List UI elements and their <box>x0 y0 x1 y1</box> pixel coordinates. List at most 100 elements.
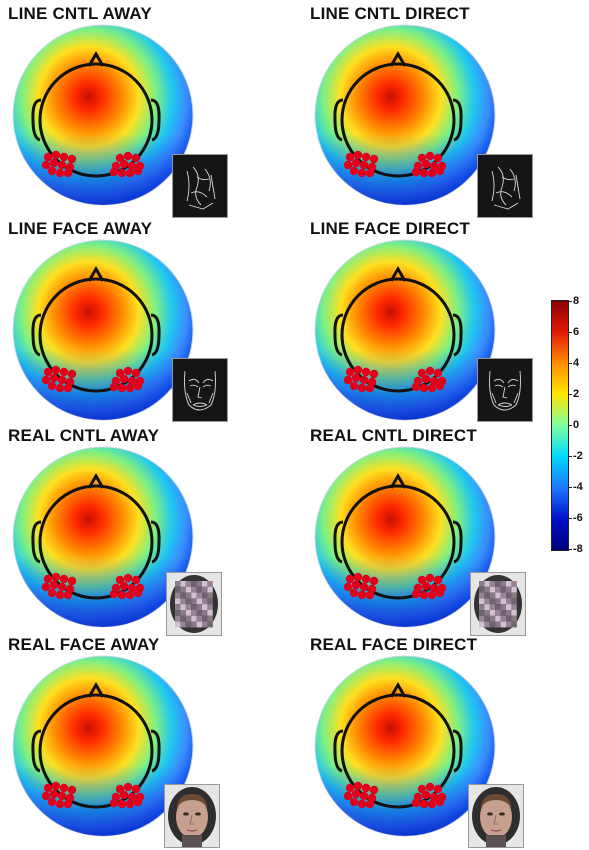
electrode-dot <box>435 381 445 391</box>
electrode-dot <box>133 166 143 176</box>
electrode-dot <box>63 383 73 393</box>
electrode-dot <box>63 590 73 600</box>
electrode-dot <box>345 367 355 377</box>
colorbar-tick-label: -6 <box>573 512 583 524</box>
electrode-dot <box>47 588 57 598</box>
electrode-dot <box>119 159 129 169</box>
electrode-dot <box>115 368 125 378</box>
electrode-dot <box>109 382 119 392</box>
electrode-dot <box>67 154 77 164</box>
electrode-dot <box>353 781 363 791</box>
electrode-dot <box>433 153 443 163</box>
topomap-panel: LINE FACE DIRECT <box>310 219 550 429</box>
scrambled-mosaic <box>479 581 517 628</box>
electrode-dot <box>133 797 143 807</box>
electrode-dot <box>51 781 61 791</box>
electrode-dot <box>343 791 353 801</box>
electrode-clusters <box>343 365 447 393</box>
electrode-dot <box>123 151 133 161</box>
electrode-dot <box>425 573 435 583</box>
colorbar-tick <box>568 487 572 488</box>
electrode-dot <box>125 383 135 393</box>
electrode-dot <box>421 374 431 384</box>
topomap-shading <box>315 240 495 420</box>
electrode-dot <box>119 581 129 591</box>
electrode-dot <box>109 589 119 599</box>
electrode-dot <box>43 783 53 793</box>
electrode-dot <box>429 583 439 593</box>
electrode-dot <box>51 572 61 582</box>
colorbar: 8 6 4 2 0 -2 -4 -6 -8 <box>551 296 589 560</box>
electrode-dot <box>419 383 429 393</box>
electrode-dot <box>49 373 59 383</box>
electrode-dot <box>345 783 355 793</box>
electrode-dot <box>117 168 127 178</box>
electrode-dot <box>351 373 361 383</box>
colorbar-tick <box>568 363 572 364</box>
electrode-dot <box>411 798 421 808</box>
electrode-dot <box>351 158 361 168</box>
stimulus-thumbnail <box>470 572 526 636</box>
electrode-dot <box>67 785 77 795</box>
electrode-dot <box>361 574 371 584</box>
head-outline <box>333 266 463 393</box>
electrode-dot <box>353 572 363 582</box>
colorbar-tick <box>568 394 572 395</box>
electrode-dot <box>55 168 65 178</box>
electrode-dot <box>117 590 127 600</box>
electrode-dot <box>435 166 445 176</box>
head-outline <box>333 682 463 809</box>
electrode-clusters <box>41 365 145 393</box>
electrode-dot <box>365 168 375 178</box>
electrode-clusters <box>343 150 447 178</box>
colorbar-tick-label: -4 <box>573 481 583 493</box>
electrode-dot <box>421 581 431 591</box>
stimulus-thumbnail <box>166 572 222 636</box>
electrode-dot <box>427 799 437 809</box>
stimulus-thumbnail <box>172 358 228 422</box>
electrode-dot <box>51 365 61 375</box>
electrode-dot <box>55 799 65 809</box>
electrode-dot <box>125 799 135 809</box>
electrode-clusters <box>343 572 447 600</box>
head-outline <box>31 473 161 600</box>
electrode-dot <box>411 382 421 392</box>
electrode-dot <box>425 151 435 161</box>
electrode-dot <box>417 575 427 585</box>
panel-title: REAL FACE AWAY <box>8 635 160 654</box>
electrode-dot <box>43 367 53 377</box>
head-outline <box>31 51 161 178</box>
electrode-dot <box>357 590 367 600</box>
head-outline <box>31 266 161 393</box>
electrode-dot <box>127 376 137 386</box>
electrode-dot <box>359 375 369 385</box>
scalp-topomap <box>314 655 496 837</box>
colorbar-tick-label: 8 <box>573 295 580 307</box>
head-outline <box>333 473 463 600</box>
electrode-dot <box>411 589 421 599</box>
electrode-dot <box>109 167 119 177</box>
electrode-dot <box>433 575 443 585</box>
electrode-dot <box>427 590 437 600</box>
electrode-dot <box>127 161 137 171</box>
face-photo <box>480 793 512 847</box>
electrode-dot <box>351 580 361 590</box>
line-face-drawing <box>184 370 216 411</box>
electrode-clusters <box>41 781 145 809</box>
electrode-dot <box>47 166 57 176</box>
electrode-dot <box>359 791 369 801</box>
scrambled-mosaic <box>175 581 213 628</box>
topomap-panel: LINE FACE AWAY <box>8 219 248 429</box>
electrode-dot <box>419 168 429 178</box>
electrode-dot <box>43 152 53 162</box>
electrode-dot <box>361 367 371 377</box>
electrode-dot <box>433 784 443 794</box>
panel-title: LINE CNTL DIRECT <box>310 4 470 23</box>
electrode-dot <box>425 366 435 376</box>
electrode-dot <box>125 590 135 600</box>
electrode-dot <box>59 367 69 377</box>
topomap-panel: LINE CNTL DIRECT <box>310 4 550 218</box>
electrode-dot <box>115 784 125 794</box>
electrode-dot <box>67 576 77 586</box>
electrode-dot <box>429 792 439 802</box>
